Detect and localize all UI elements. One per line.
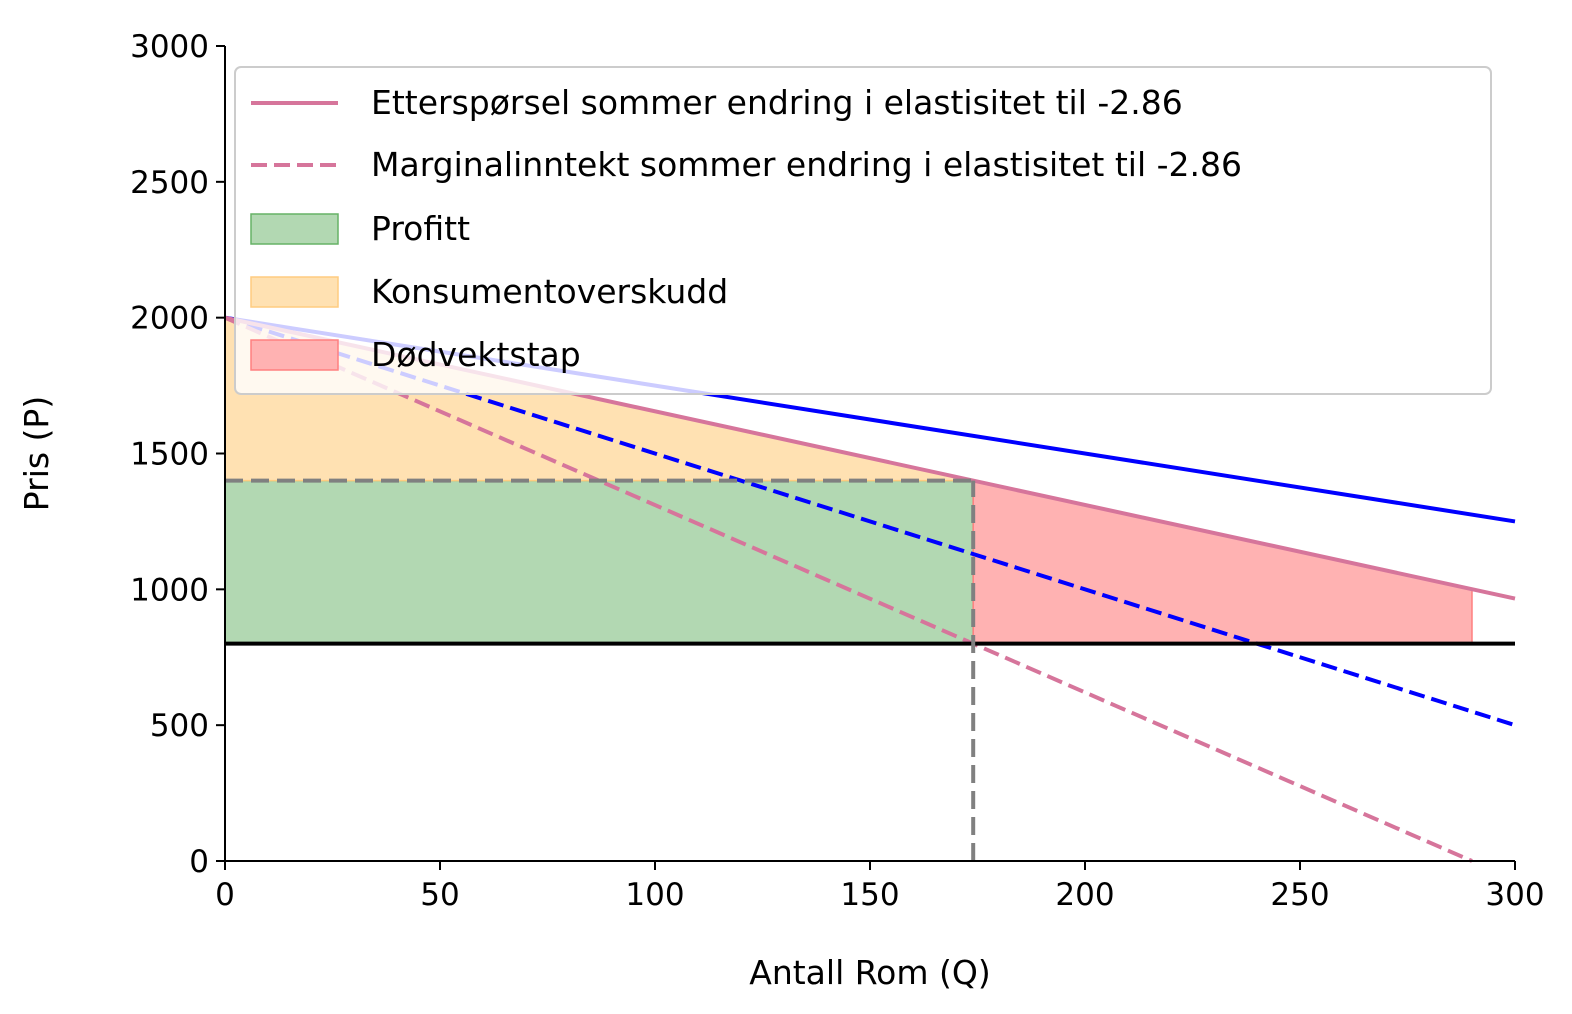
series-line-3: [224, 315, 1473, 863]
area-0: [224, 479, 974, 645]
x-tick-label: 300: [1485, 877, 1544, 913]
legend-swatch-patch: [250, 213, 339, 245]
x-tick-label: 100: [625, 877, 684, 913]
y-tick-label: 1500: [130, 437, 209, 473]
y-tick-label: 1000: [130, 572, 209, 608]
y-tick-label: 500: [150, 708, 209, 744]
y-tick-label: 0: [189, 844, 209, 880]
x-axis-label: Antall Rom (Q): [749, 953, 990, 992]
area-2: [972, 479, 1473, 645]
optimum-guides: [225, 478, 976, 861]
legend-label: Profitt: [371, 209, 470, 248]
legend-swatch-patch: [250, 339, 339, 371]
legend: Etterspørsel sommer endring i elastisite…: [234, 66, 1492, 395]
x-tick-label: 150: [840, 877, 899, 913]
legend-label: Konsumentoverskudd: [371, 272, 728, 311]
legend-label: Marginalinntekt sommer endring i elastis…: [371, 145, 1242, 184]
y-axis-label: Pris (P): [17, 396, 56, 511]
series-line-1: [224, 315, 1516, 728]
legend-swatch-patch: [250, 276, 339, 308]
legend-label: Dødvektstap: [371, 335, 581, 374]
y-tick-label: 2000: [130, 301, 209, 337]
legend-box: [234, 66, 1492, 395]
x-tick-label: 0: [215, 877, 235, 913]
y-tick-label: 3000: [130, 29, 209, 65]
axes: 0 50 100 150 200 250 3000500100015002000250030…: [17, 29, 1545, 992]
x-tick-label: 200: [1055, 877, 1114, 913]
legend-label: Etterspørsel sommer endring i elastisite…: [371, 83, 1183, 122]
x-tick-label: 250: [1270, 877, 1329, 913]
x-tick-label: 50: [420, 877, 459, 913]
y-tick-label: 2500: [130, 165, 209, 201]
